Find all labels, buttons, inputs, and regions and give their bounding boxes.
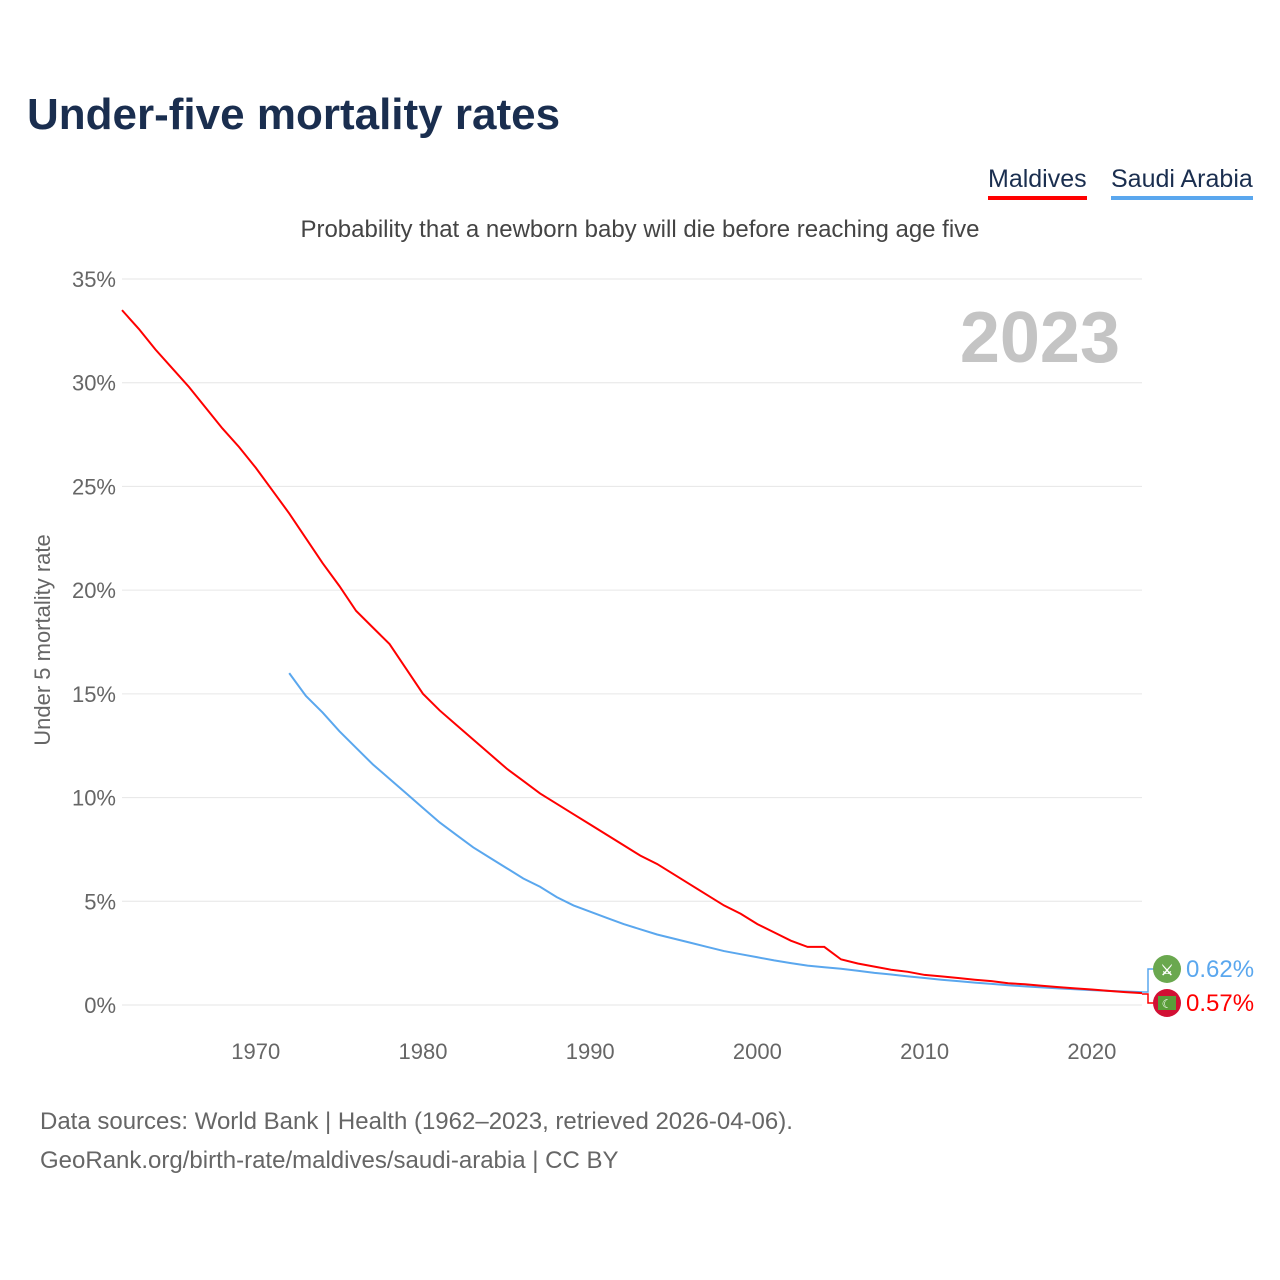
end-label-maldives: 0.57%	[1186, 990, 1254, 1017]
chart-title: Under-five mortality rates	[27, 90, 561, 139]
series-line-saudi-arabia	[288, 672, 1143, 994]
maldives-flag-crescent: ☾	[1162, 997, 1173, 1011]
x-tick-label: 2020	[1067, 1039, 1116, 1064]
x-tick-label: 2010	[900, 1039, 949, 1064]
series-line-maldives	[121, 309, 1143, 995]
x-tick-label: 1990	[566, 1039, 615, 1064]
x-tick-label: 1980	[399, 1039, 448, 1064]
end-label-saudi-arabia: 0.62%	[1186, 956, 1254, 983]
connector-saudi	[1142, 968, 1154, 993]
legend-saudi-arabia[interactable]: Saudi Arabia	[1111, 165, 1253, 200]
saudi-arabia-flag-icon	[1153, 955, 1181, 983]
y-tick-label: 20%	[72, 578, 116, 603]
maldives-flag-green	[1158, 996, 1176, 1010]
saudi-flag-emblem: ⚔	[1161, 962, 1174, 978]
x-tick-label: 2000	[733, 1039, 782, 1064]
y-tick-label: 15%	[72, 682, 116, 707]
source-line: Data sources: World Bank | Health (1962–…	[40, 1108, 793, 1135]
y-axis-label: Under 5 mortality rate	[30, 534, 55, 746]
y-tick-label: 0%	[84, 993, 116, 1018]
y-tick-label: 35%	[72, 267, 116, 292]
y-tick-label: 25%	[72, 474, 116, 499]
y-tick-label: 30%	[72, 371, 116, 396]
y-tick-label: 5%	[84, 889, 116, 914]
legend-maldives[interactable]: Maldives	[988, 165, 1087, 200]
y-tick-label: 10%	[72, 786, 116, 811]
x-tick-label: 1970	[231, 1039, 280, 1064]
source-url[interactable]: GeoRank.org/birth-rate/maldives/saudi-ar…	[40, 1147, 619, 1174]
chart-subtitle: Probability that a newborn baby will die…	[300, 216, 980, 243]
year-watermark: 2023	[960, 298, 1120, 378]
connector-maldives	[1142, 993, 1154, 1004]
